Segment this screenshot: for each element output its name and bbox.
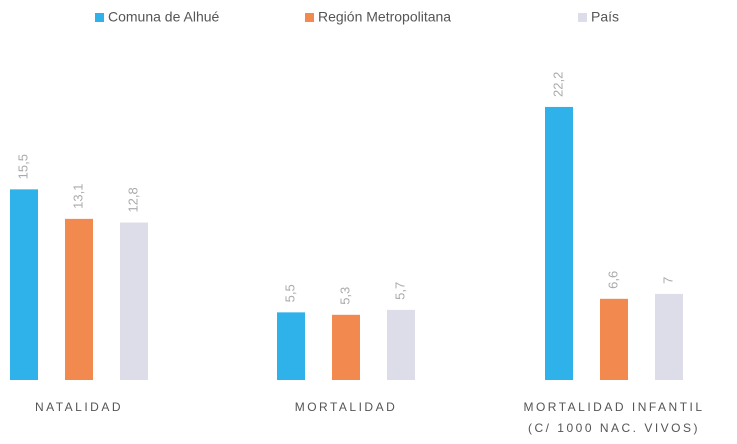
bar [332, 314, 360, 380]
legend-swatch [95, 13, 104, 22]
value-label: 15,5 [15, 154, 30, 179]
bar [65, 218, 93, 380]
legend-label: Región Metropolitana [318, 9, 451, 25]
legend-swatch [578, 13, 587, 22]
legend-swatch [305, 13, 314, 22]
value-label: 5,5 [282, 284, 297, 302]
value-label: 12,8 [125, 187, 140, 212]
legend-label: Comuna de Alhué [108, 9, 220, 25]
value-label: 5,7 [392, 282, 407, 300]
legend-label: País [591, 9, 619, 25]
value-label: 5,3 [337, 287, 352, 305]
bar [545, 106, 573, 380]
bar [655, 293, 683, 380]
bar [277, 312, 305, 380]
value-label: 7 [660, 277, 675, 284]
x-tick-label: MORTALIDAD [294, 400, 398, 414]
bar [600, 298, 628, 380]
bar [387, 309, 415, 380]
x-tick-label: MORTALIDAD INFANTIL (C/ 1000 NAC. VIVOS) [523, 400, 705, 435]
value-label: 6,6 [605, 271, 620, 289]
bar [10, 189, 38, 380]
x-tick-label: NATALIDAD [34, 400, 124, 414]
bar [120, 222, 148, 380]
value-label: 22,2 [550, 72, 565, 97]
value-label: 13,1 [70, 184, 85, 209]
